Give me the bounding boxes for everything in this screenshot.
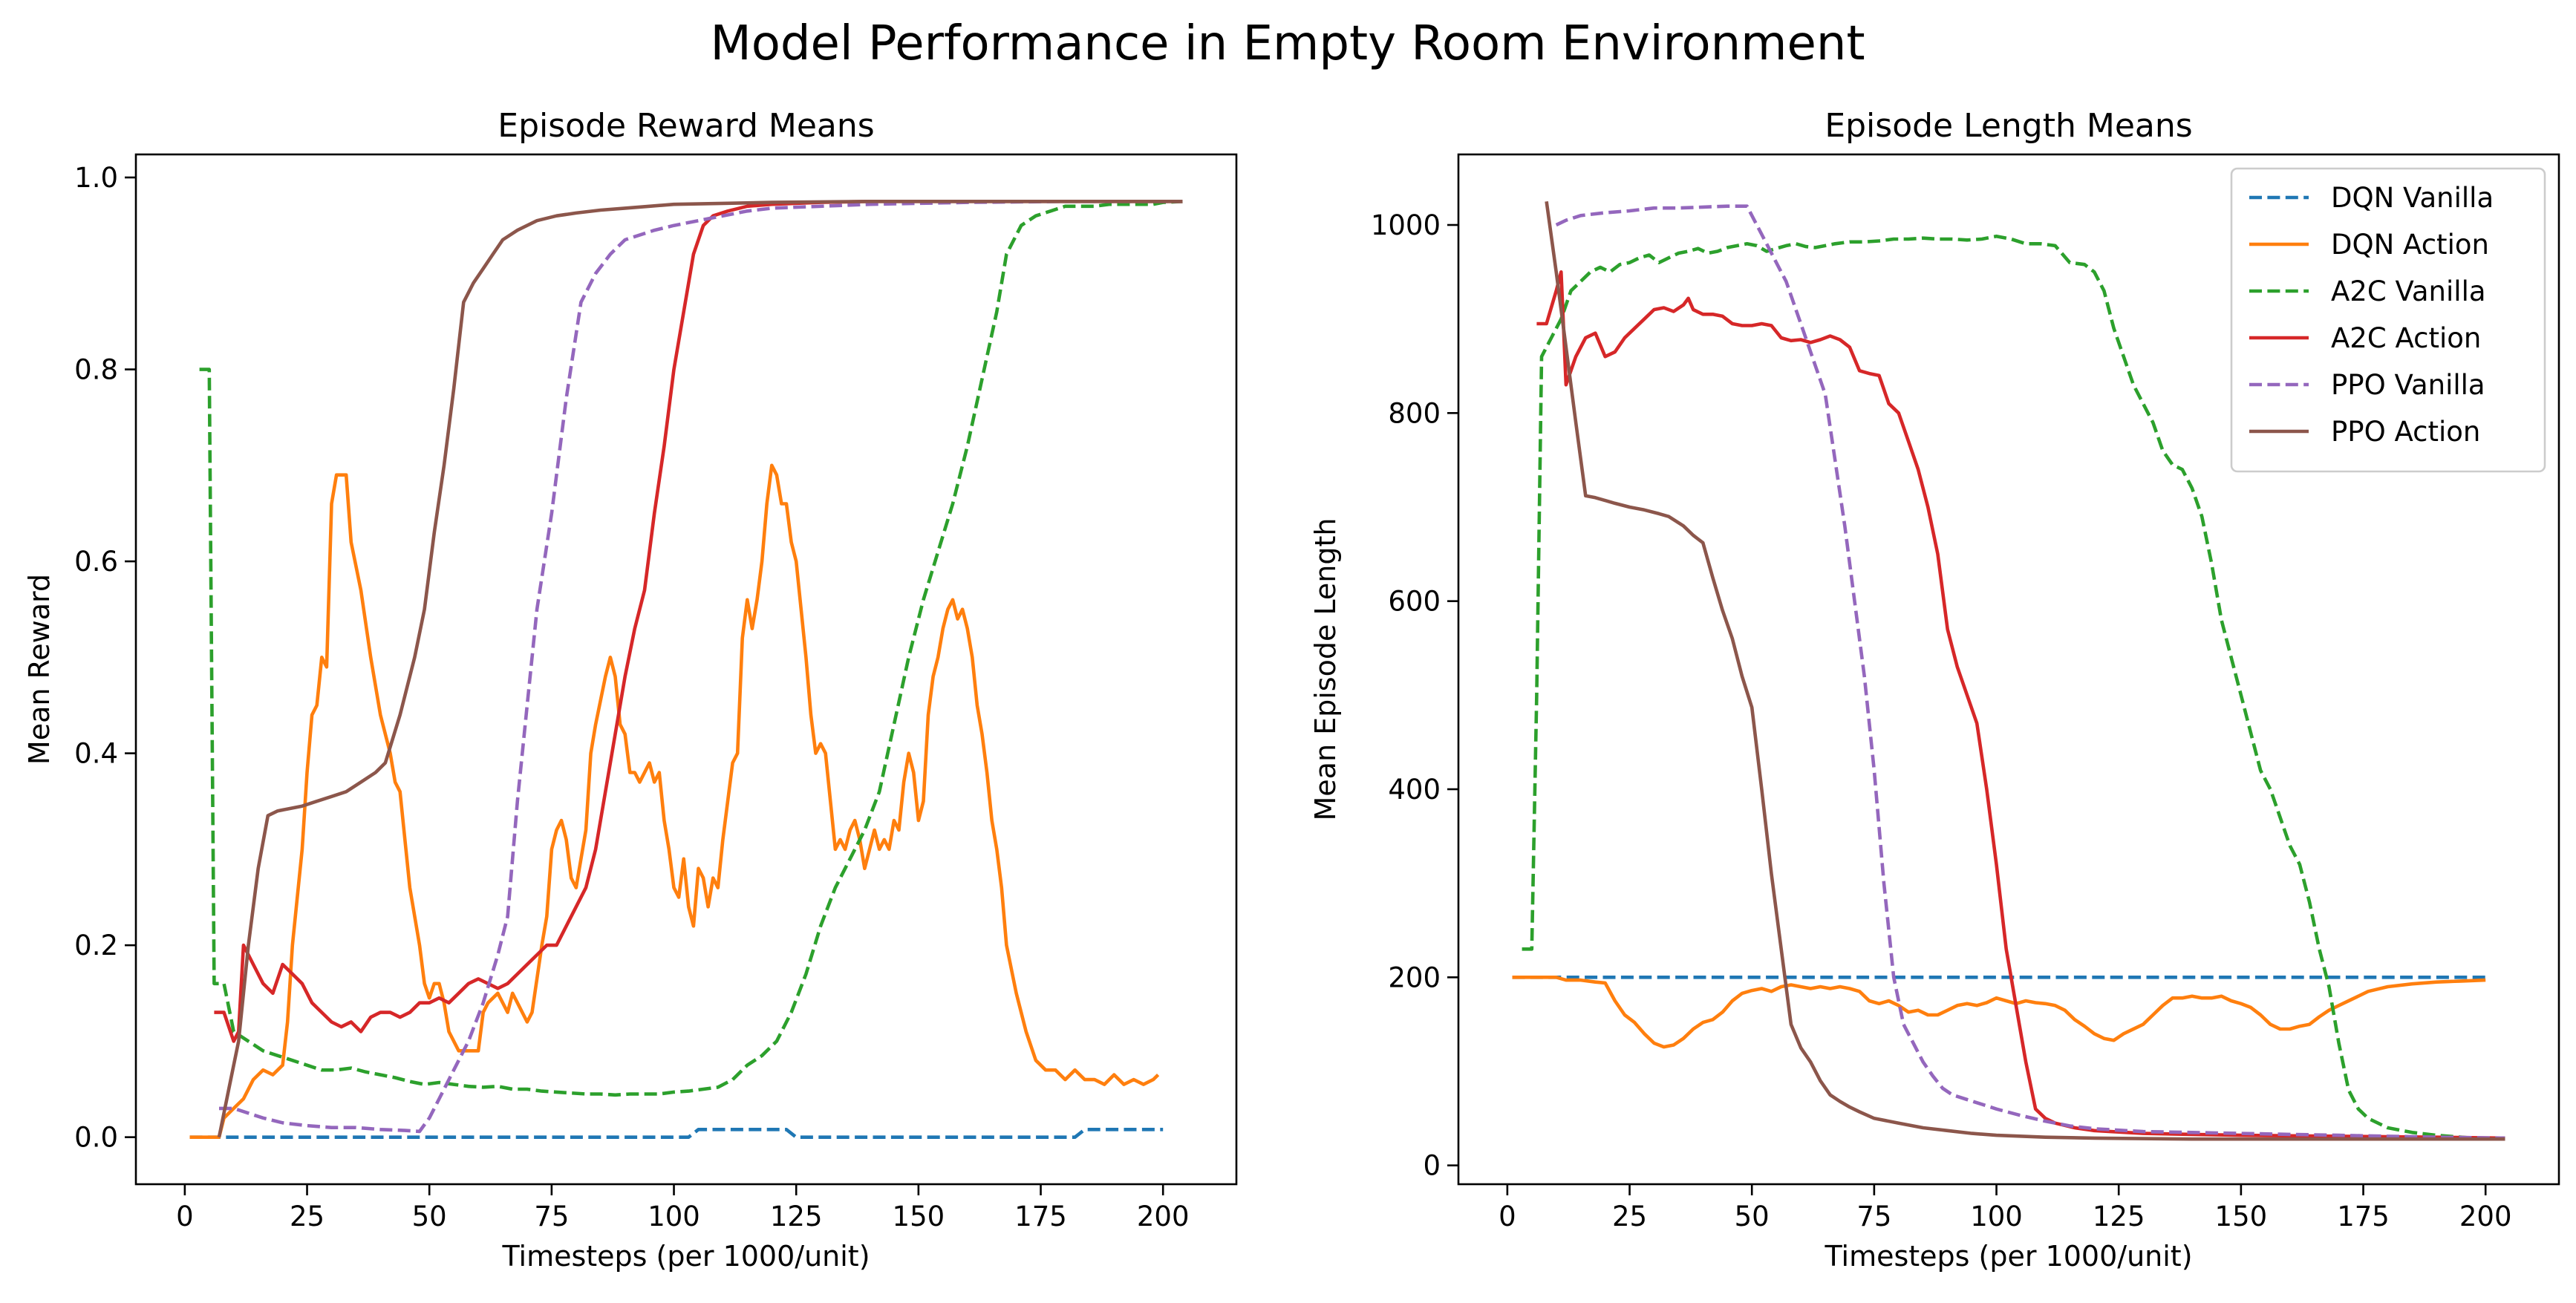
reward-series-dqn-action: [189, 463, 1160, 1139]
reward-panel: 0 25 50 75 100 125 150 175 200 0.0 0.2 0.4 0.6 0.8 1.0…: [23, 107, 1238, 1273]
reward-series-a2c-vanilla: [199, 200, 1183, 1097]
reward-y-tick-label: 0.2: [74, 930, 118, 961]
reward-y-tick-label: 0.8: [74, 354, 118, 386]
length-axes-frame: [1457, 153, 2560, 1186]
length-x-tick-label: 100: [1970, 1201, 2023, 1232]
reward-x-tick-label: 75: [534, 1201, 569, 1232]
reward-y-tick-label: 0.4: [74, 738, 118, 770]
length-x-tick-label: 25: [1612, 1201, 1647, 1232]
legend-frame: [2230, 167, 2546, 473]
length-x-tick-label: 175: [2337, 1201, 2390, 1232]
reward-x-tick-label: 175: [1014, 1201, 1067, 1232]
length-y-tick-label: 0: [1423, 1150, 1441, 1182]
reward-series-ppo-vanilla: [219, 200, 1183, 1134]
reward-series-a2c-action: [214, 200, 1183, 1043]
length-y-tick-label: 1000: [1371, 209, 1441, 241]
length-series-a2c-action: [1536, 270, 2505, 1140]
length-x-axis-label: Timesteps (per 1000/unit): [1824, 1240, 2192, 1273]
length-x-tick-label: 150: [2215, 1201, 2268, 1232]
figure-title: Model Performance in Empty Room Environm…: [710, 16, 1865, 71]
reward-y-tick-label: 1.0: [74, 162, 118, 194]
reward-series-ppo-action: [217, 200, 1183, 1138]
length-x-tick-label: 125: [2093, 1201, 2145, 1232]
reward-y-tick-label: 0.6: [74, 546, 118, 578]
length-y-tick-label: 200: [1388, 961, 1441, 993]
reward-axes-frame: [134, 153, 1238, 1186]
length-y-tick-label: 800: [1388, 397, 1441, 429]
legend-entry: DQN Vanilla: [2331, 182, 2494, 214]
length-x-tick-label: 50: [1735, 1201, 1770, 1232]
reward-axes-title: Episode Reward Means: [498, 107, 874, 145]
reward-series-group: [189, 200, 1183, 1139]
length-series-dqn-action: [1512, 976, 2486, 1049]
legend-entry: PPO Action: [2331, 416, 2480, 448]
length-panel: 0 25 50 75 100 125 150 175 200 0 200 400 600 800 1000 E…: [1309, 107, 2560, 1273]
length-series-ppo-vanilla: [1555, 204, 2505, 1140]
reward-x-axis-label: Timesteps (per 1000/unit): [501, 1240, 870, 1273]
length-axes-title: Episode Length Means: [1825, 107, 2192, 145]
length-y-axis-label: Mean Episode Length: [1309, 518, 1342, 821]
reward-y-axis-label: Mean Reward: [23, 574, 56, 765]
reward-x-tick-label: 25: [290, 1201, 325, 1232]
length-x-tick-label: 75: [1856, 1201, 1891, 1232]
reward-x-tick-label: 125: [770, 1201, 823, 1232]
length-series-ppo-action: [1545, 200, 2505, 1141]
length-y-tick-label: 600: [1388, 586, 1441, 618]
length-series-group: [1512, 200, 2505, 1141]
reward-x-tick-label: 100: [648, 1201, 700, 1232]
reward-y-tick-label: 0.0: [74, 1122, 118, 1154]
legend-entry: A2C Vanilla: [2331, 275, 2486, 307]
length-x-tick-label: 200: [2459, 1201, 2512, 1232]
legend-entry: A2C Action: [2331, 322, 2481, 354]
length-y-tick-label: 400: [1388, 774, 1441, 806]
legend: DQN Vanilla DQN Action A2C Vanilla A2C Acti…: [2230, 167, 2546, 473]
legend-entry: DQN Action: [2331, 229, 2489, 261]
reward-x-tick-label: 200: [1137, 1201, 1190, 1232]
length-series-a2c-vanilla: [1522, 234, 2505, 1141]
legend-entry: PPO Vanilla: [2331, 369, 2485, 401]
reward-x-tick-label: 50: [412, 1201, 447, 1232]
reward-x-tick-label: 0: [176, 1201, 194, 1232]
reward-x-tick-label: 150: [893, 1201, 945, 1232]
length-x-tick-label: 0: [1499, 1201, 1516, 1232]
reward-series-dqn-vanilla: [189, 1128, 1164, 1139]
